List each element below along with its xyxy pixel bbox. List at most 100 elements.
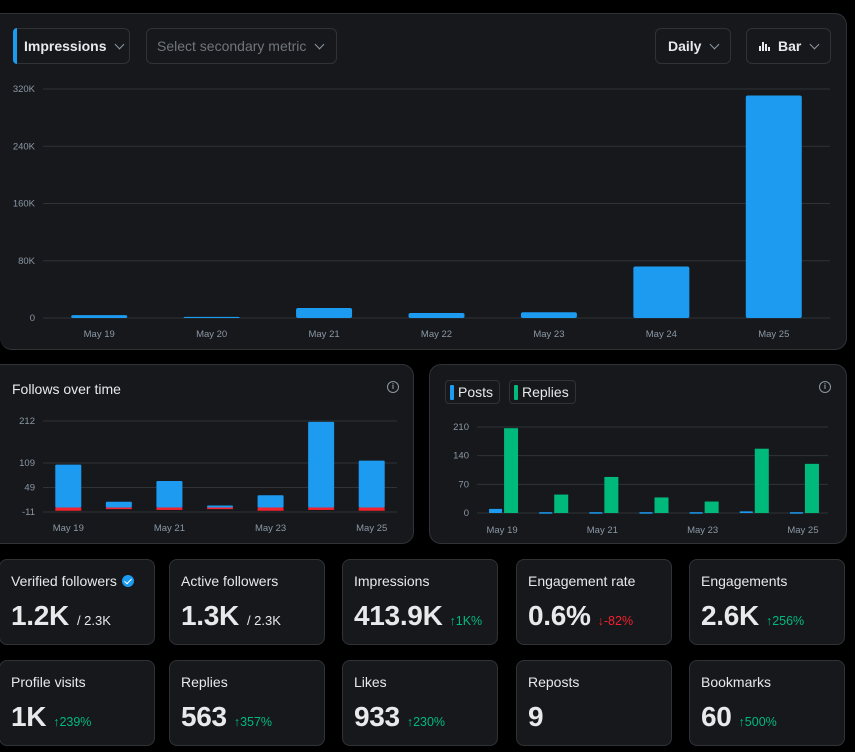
unfollows-bar [358,507,385,511]
period-select[interactable]: Daily [655,28,731,64]
stat-label: Impressions [354,573,429,589]
stat-card[interactable]: Engagement rate 0.6% ↓-82% [516,559,672,645]
stat-card[interactable]: Likes 933 ↑230% [342,660,498,746]
stat-value-row: 1K ↑239% [11,701,91,733]
secondary-metric-select[interactable]: Select secondary metric [146,28,337,64]
y-tick-label: -11 [22,507,35,518]
legend-posts-label: Posts [458,384,494,400]
impressions-bar [633,266,690,318]
x-tick-label: May 19 [53,523,84,534]
stat-value-row: 1.3K / 2.3K [181,600,281,632]
stat-change: ↑357% [233,715,273,729]
stat-value: 1.2K [11,600,69,631]
unfollows-bar [308,507,335,510]
impressions-bar [183,316,240,318]
impressions-bar [71,315,128,318]
follows-bar-chart: -11 49 109 212 May 19 May 21 May 23 May 25 [19,416,397,534]
impressions-bar [408,312,465,318]
stat-card[interactable]: Impressions 413.9K ↑1K% [342,559,498,645]
stat-change: ↑256% [765,614,805,628]
stat-label-text: Likes [354,674,387,690]
stat-label-text: Impressions [354,573,430,589]
follows-bar [207,505,233,508]
stat-label-text: Reposts [528,674,580,690]
replies-bar [754,448,769,513]
stat-value: 1K [11,701,47,732]
stat-label-text: Verified followers [11,573,117,589]
posts-bar [739,511,753,513]
period-label: Daily [668,38,702,54]
legend-replies-label: Replies [522,384,569,400]
stat-value: 1.3K [181,600,239,631]
posts-bar [589,512,603,514]
stat-label: Likes [354,674,387,690]
impressions-bar [745,95,802,318]
stat-label-text: Engagements [701,573,788,589]
y-tick-label: 70 [458,479,469,490]
stat-value: 933 [354,701,400,732]
primary-metric-select[interactable]: Impressions [13,28,130,64]
stat-card[interactable]: Profile visits 1K ↑239% [0,660,155,746]
stat-card[interactable]: Bookmarks 60 ↑500% [689,660,845,746]
replies-bar [804,463,819,513]
x-tick-label: May 23 [255,523,286,534]
x-tick-label: May 21 [587,525,618,536]
posts-bar [789,512,803,514]
info-icon[interactable]: i [819,381,831,393]
x-tick-label: May 19 [486,525,517,536]
x-tick-label: May 19 [84,329,115,340]
stat-change: ↓-82% [597,614,634,628]
x-tick-label: May 23 [533,329,564,340]
follows-panel-title: Follows over time [12,381,121,397]
stat-change: ↑230% [406,715,446,729]
x-tick-label: May 25 [356,523,387,534]
y-tick-label: 49 [24,483,35,494]
stat-label-text: Engagement rate [528,573,636,589]
x-tick-label: May 21 [308,329,339,340]
follows-bar [105,501,132,508]
follows-bar [358,460,385,508]
stat-value-row: 413.9K ↑1K% [354,600,482,632]
x-tick-label: May 24 [646,329,677,340]
verified-badge-icon [121,575,134,587]
impressions-bar [520,312,577,318]
posts-bar [539,512,553,514]
posts-bar [689,512,703,514]
info-icon[interactable]: i [387,381,399,393]
stat-value-row: 933 ↑230% [354,701,445,733]
stat-card[interactable]: Active followers 1.3K / 2.3K [169,559,325,645]
y-tick-label: 0 [30,313,35,324]
impressions-bar [296,307,353,318]
x-tick-label: May 22 [421,329,452,340]
y-tick-label: 140 [453,451,469,462]
replies-bar [504,428,519,513]
y-tick-label: 210 [453,422,469,433]
unfollows-bar [105,507,132,510]
stat-value: 2.6K [701,600,759,631]
stat-card[interactable]: Engagements 2.6K ↑256% [689,559,845,645]
chart-type-label: Bar [778,38,802,54]
legend-posts[interactable]: Posts [445,380,501,404]
stat-value-row: 0.6% ↓-82% [528,600,633,632]
stat-card[interactable]: Verified followers 1.2K / 2.3K [0,559,155,645]
stat-value-row: 563 ↑357% [181,701,272,733]
y-tick-label: 212 [19,416,35,427]
x-tick-label: May 25 [787,525,818,536]
x-tick-label: May 21 [154,523,185,534]
stat-value-row: 60 ↑500% [701,701,777,733]
stat-label: Bookmarks [701,674,771,690]
stat-total: / 2.3K [76,613,111,628]
stat-label: Reposts [528,674,579,690]
stat-label-text: Active followers [181,573,279,589]
x-tick-label: May 20 [196,329,227,340]
stat-card[interactable]: Reposts 9 [516,660,672,746]
stat-total: / 2.3K [246,613,281,628]
impressions-chart-panel: Impressions Select secondary metric Dail… [0,13,847,350]
chart-type-select[interactable]: Bar [746,28,831,64]
y-tick-label: 0 [464,508,469,519]
stat-label-text: Replies [181,674,228,690]
stat-card[interactable]: Replies 563 ↑357% [169,660,325,746]
legend-replies[interactable]: Replies [509,380,576,404]
secondary-metric-placeholder: Select secondary metric [157,38,307,54]
primary-metric-label: Impressions [24,38,107,54]
